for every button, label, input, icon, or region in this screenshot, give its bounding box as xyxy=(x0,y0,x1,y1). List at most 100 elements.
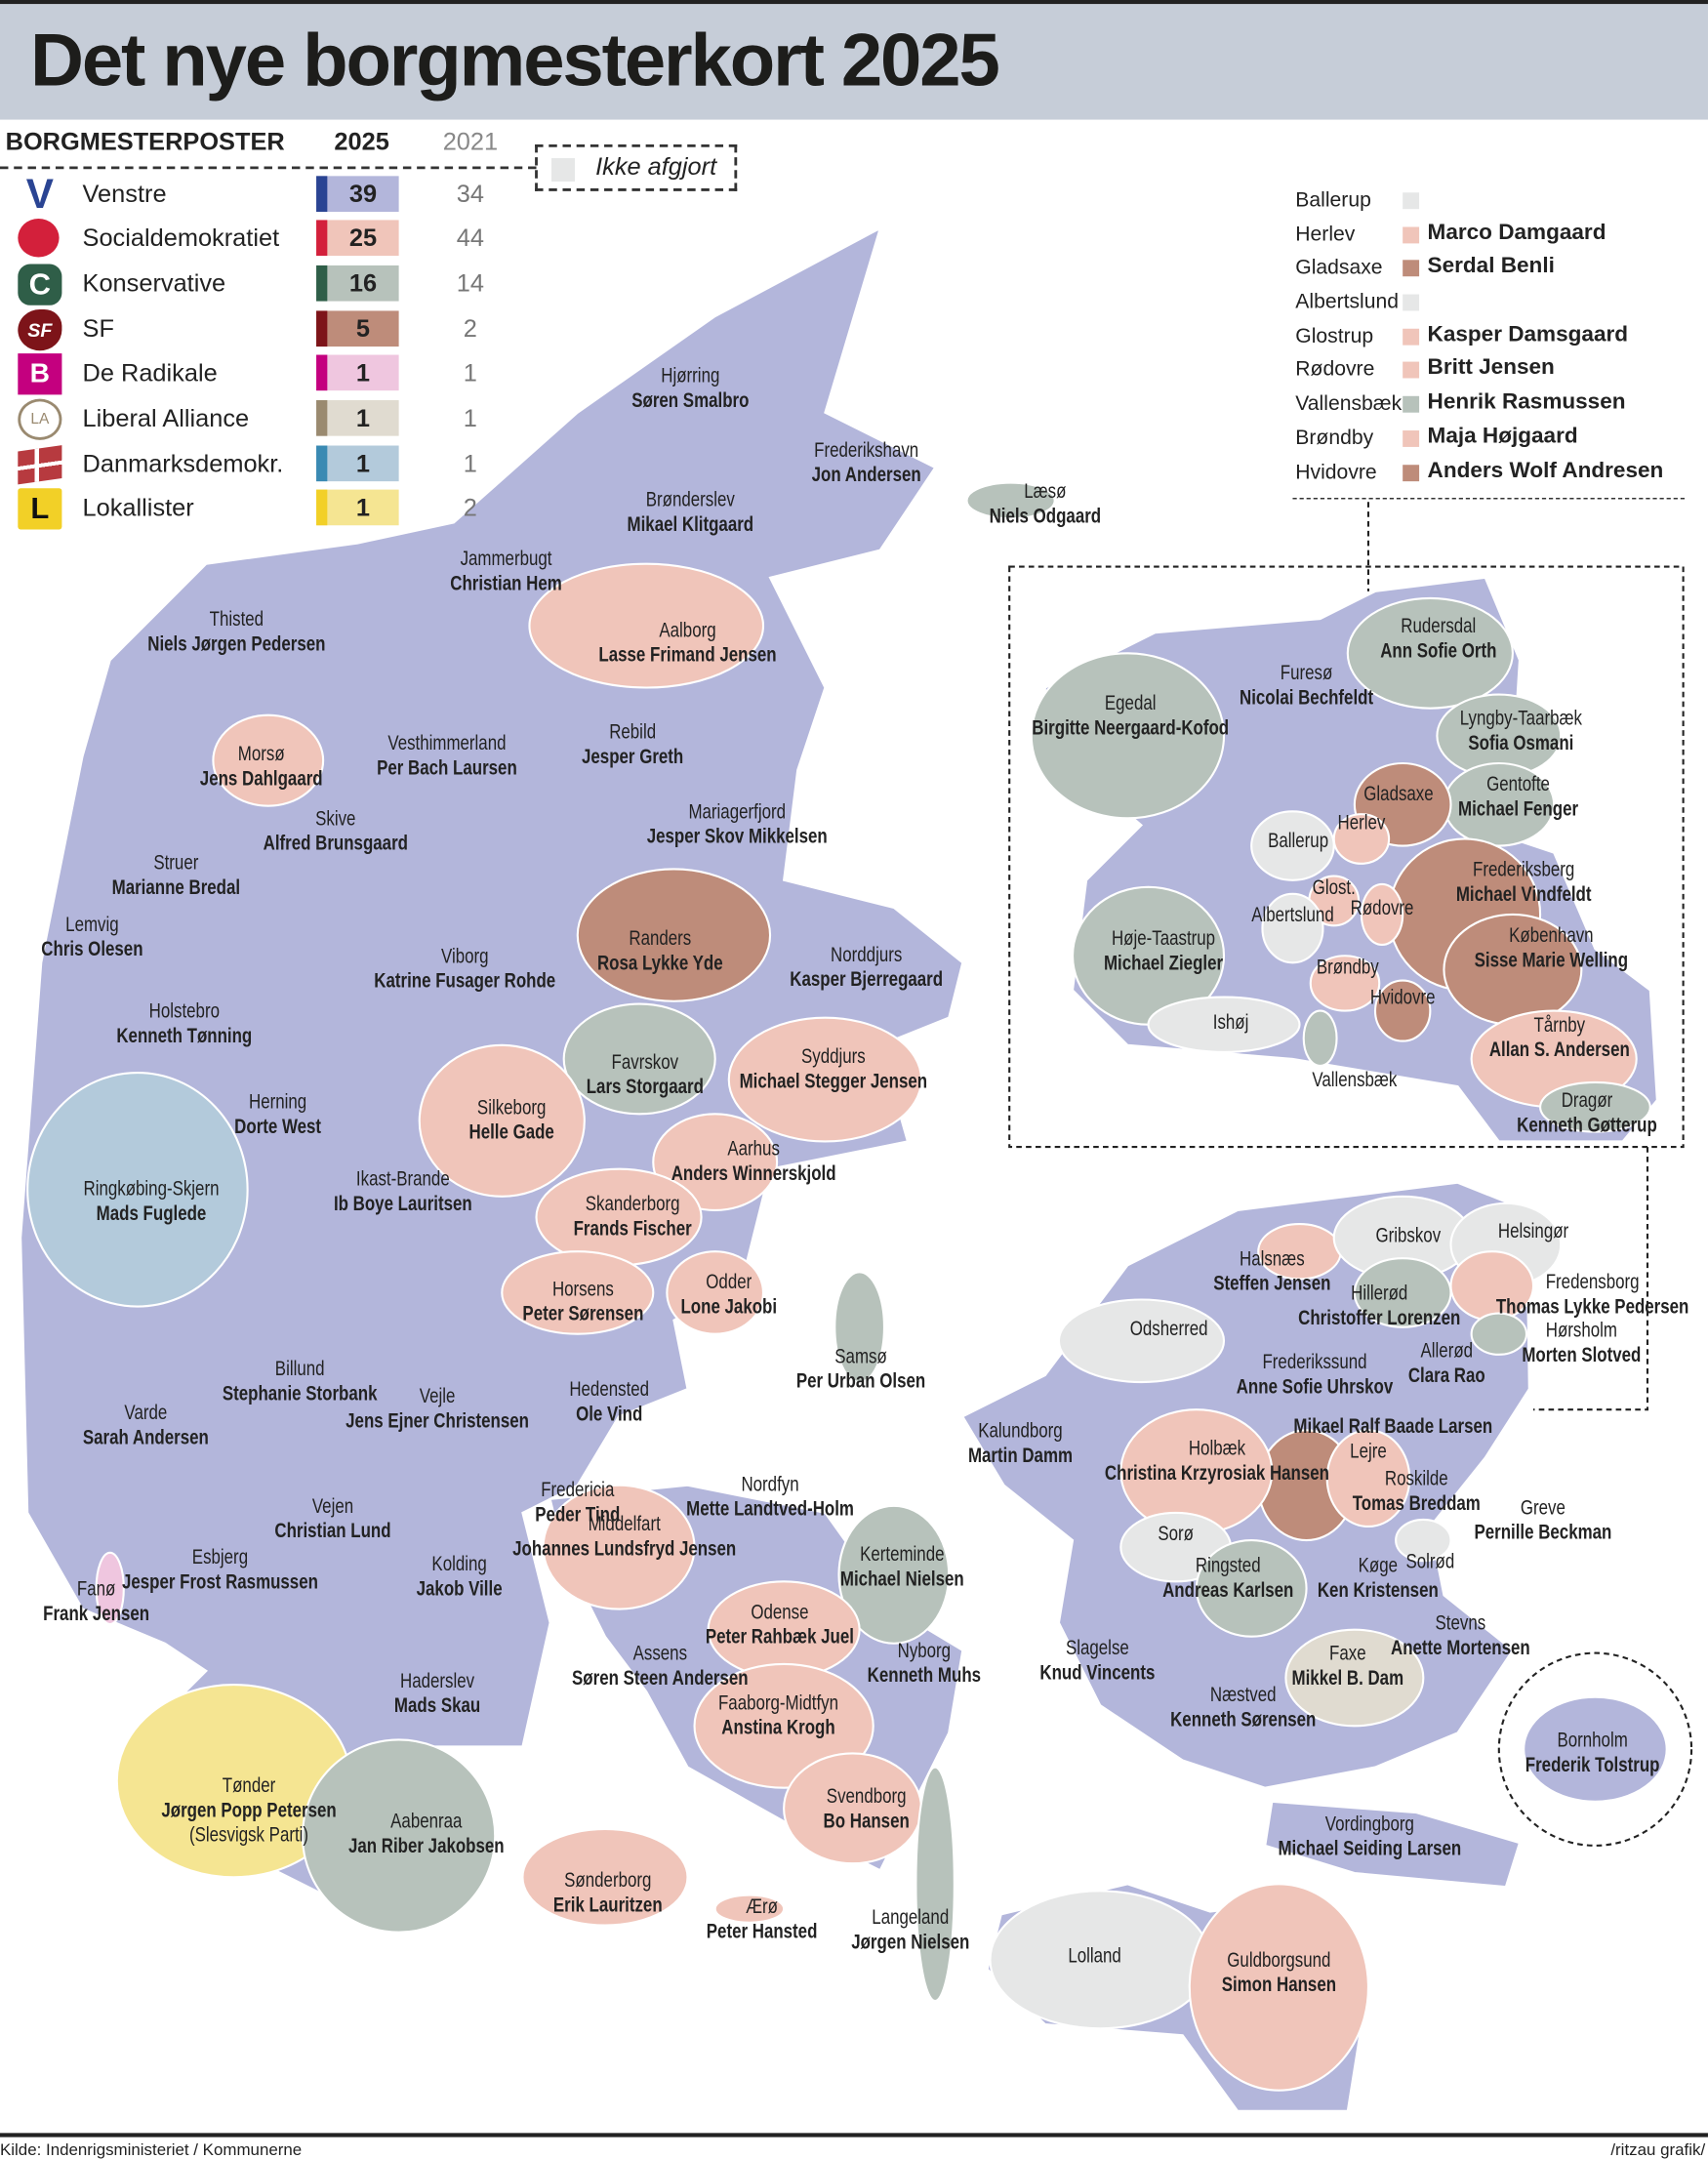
mayor-name: Niels Odgaard xyxy=(990,506,1102,528)
area-kerteminde xyxy=(837,1504,951,1645)
municipality-name: Kolding xyxy=(431,1553,486,1575)
bornholm-land xyxy=(1523,1695,1668,1803)
area-solr-d xyxy=(1395,1518,1452,1563)
mayor-name: Jan Riber Jakobsen xyxy=(348,1835,505,1857)
inset-label-br-ndby: Brøndby xyxy=(1317,957,1379,979)
area-odsherred xyxy=(1057,1298,1226,1384)
mayor-name: Erik Lauritzen xyxy=(553,1894,663,1917)
legend-row-venstre: V Venstre 39 34 xyxy=(0,172,522,218)
mayor-name: Thomas Lykke Pedersen xyxy=(1496,1296,1689,1319)
mayor-name: Peder Tind xyxy=(535,1504,620,1527)
municipality-areas xyxy=(26,481,1651,2092)
party-name: Konservative xyxy=(82,269,226,298)
footer-rule xyxy=(0,2133,1708,2138)
municipality-name: Odense xyxy=(751,1602,808,1624)
seats-2025-badge: 25 xyxy=(316,220,399,257)
mayor-name: Henrik Rasmussen xyxy=(1427,390,1626,415)
inset-label-egedal: Egedal Birgitte Neergaard-Kofod xyxy=(1032,692,1229,740)
mayor-name: Mads Fuglede xyxy=(97,1202,207,1225)
lokallister-logo: L xyxy=(18,488,62,530)
municipality-name: Odder xyxy=(706,1272,752,1294)
mayor-name: Birgitte Neergaard-Kofod xyxy=(1032,717,1229,740)
seats-2021: 2 xyxy=(463,314,477,343)
municipality-name: Kalundborg xyxy=(978,1420,1062,1443)
mayor-name: Serdal Benli xyxy=(1427,255,1555,279)
inset-label-ballerup: Ballerup xyxy=(1268,830,1328,852)
municipality-name: Tønder xyxy=(223,1774,276,1797)
municipality-name: Glost. xyxy=(1313,876,1356,899)
municipality-name: Hvidovre xyxy=(1370,987,1436,1009)
municipality-name: Egedal xyxy=(1105,692,1157,714)
mayor-name: Jon Andersen xyxy=(812,464,921,486)
legend-col-2021: 2021 xyxy=(442,128,499,156)
inset-area-vallensb-k xyxy=(1302,1009,1338,1068)
venstre-logo: V xyxy=(25,172,54,218)
label-nyborg: Nyborg Kenneth Muhs xyxy=(868,1640,981,1688)
mayor-name: Ib Boye Lauritsen xyxy=(334,1193,472,1215)
area-odder xyxy=(666,1250,765,1335)
mayor-name: Marianne Bredal xyxy=(112,876,240,899)
municipality-name: Jammerbugt xyxy=(461,548,553,570)
mayor-name: Lone Jakobi xyxy=(680,1296,777,1319)
inset-area-ish-j xyxy=(1147,996,1301,1053)
municipality-name: Lemvig xyxy=(65,914,118,936)
party-note: (Slesvigsk Parti) xyxy=(189,1824,308,1847)
party-accent xyxy=(316,489,328,526)
source-text: Kilde: Indenrigsministeriet / Kommunerne xyxy=(0,2139,303,2159)
municipality-name: Ishøj xyxy=(1213,1011,1249,1034)
label-helsing-r: Helsingør xyxy=(1498,1220,1569,1242)
municipality-name: Morsø xyxy=(238,744,285,766)
mayor-name: Rosa Lykke Yde xyxy=(597,953,723,975)
legend-col-2025: 2025 xyxy=(334,128,389,156)
mayor-name: Johannes Lundsfryd Jensen xyxy=(512,1538,736,1561)
party-name: SF xyxy=(82,314,114,343)
municipality-name: Solrød xyxy=(1405,1551,1454,1573)
seats-2025: 25 xyxy=(348,224,378,252)
top-rule xyxy=(0,0,1708,5)
municipality-name: Hvidovre xyxy=(1295,460,1377,484)
capital-list-item: Hvidovre Anders Wolf Andresen xyxy=(1295,457,1694,491)
inset-label-k-benhavn: København Sisse Marie Welling xyxy=(1475,924,1628,972)
mayor-name: Alfred Brunsgaard xyxy=(264,833,408,855)
header-bar: Det nye borgmesterkort 2025 xyxy=(0,4,1708,120)
mayor-name: Michael Fenger xyxy=(1458,798,1578,821)
seats-2021: 1 xyxy=(463,449,477,477)
municipality-name: Brøndby xyxy=(1295,426,1374,450)
mayor-name: Jesper Frost Rasmussen xyxy=(122,1571,318,1594)
municipality-name: Ballerup xyxy=(1268,830,1328,852)
municipality-name: Langeland xyxy=(872,1907,949,1930)
municipality-name: Rødovre xyxy=(1351,897,1414,919)
area-ringk-bing-skjern xyxy=(26,1071,249,1308)
party-swatch xyxy=(1403,464,1420,481)
credit-text: /ritzau grafik/ xyxy=(1610,2139,1706,2159)
undecided-legend: Ikke afgjort xyxy=(535,143,738,191)
municipality-name: Rudersdal xyxy=(1401,615,1476,637)
label-kolding: Kolding Jakob Ville xyxy=(417,1553,503,1601)
mayor-name: Kasper Damsgaard xyxy=(1427,322,1629,346)
seats-2025-badge: 1 xyxy=(316,354,399,391)
municipality-name: Silkeborg xyxy=(477,1097,546,1120)
municipality-name: Skive xyxy=(315,808,355,831)
mayor-name: Christian Hem xyxy=(450,573,562,595)
municipality-name: Herlev xyxy=(1337,812,1385,835)
mayor-name: Peter Rahbæk Juel xyxy=(706,1626,854,1649)
municipality-name: Frederikshavn xyxy=(814,439,918,462)
area-aalborg xyxy=(528,562,765,689)
mayor-name: Niels Jørgen Pedersen xyxy=(147,633,325,656)
municipality-name: Middelfart xyxy=(589,1514,662,1536)
municipality-name: Ballerup xyxy=(1295,188,1371,212)
label-slagelse: Slagelse Knud Vincents xyxy=(1039,1637,1155,1685)
area-mors xyxy=(212,713,325,807)
municipality-name: Kerteminde xyxy=(860,1544,944,1567)
